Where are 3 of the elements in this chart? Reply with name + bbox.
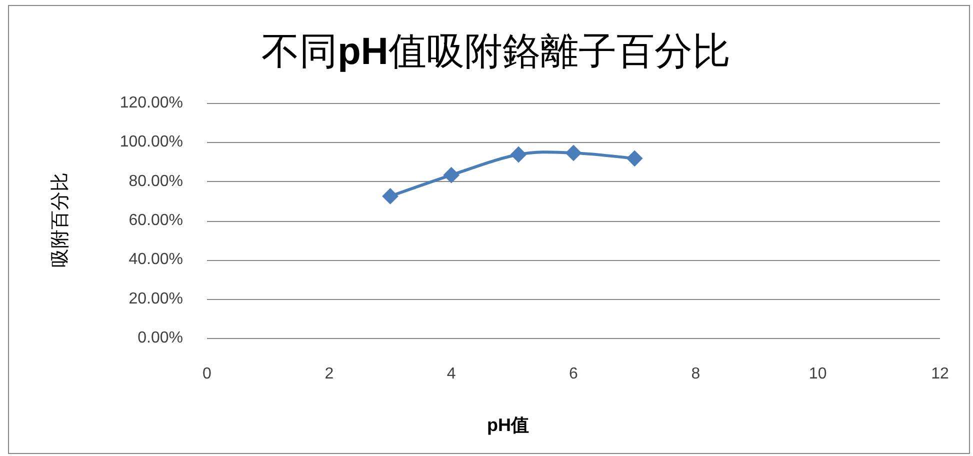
xlabel: pH值 (487, 415, 529, 435)
ylabel: 吸附百分比 (50, 172, 70, 268)
title: 不同pH值吸附鉻離子百分比 (262, 31, 730, 73)
